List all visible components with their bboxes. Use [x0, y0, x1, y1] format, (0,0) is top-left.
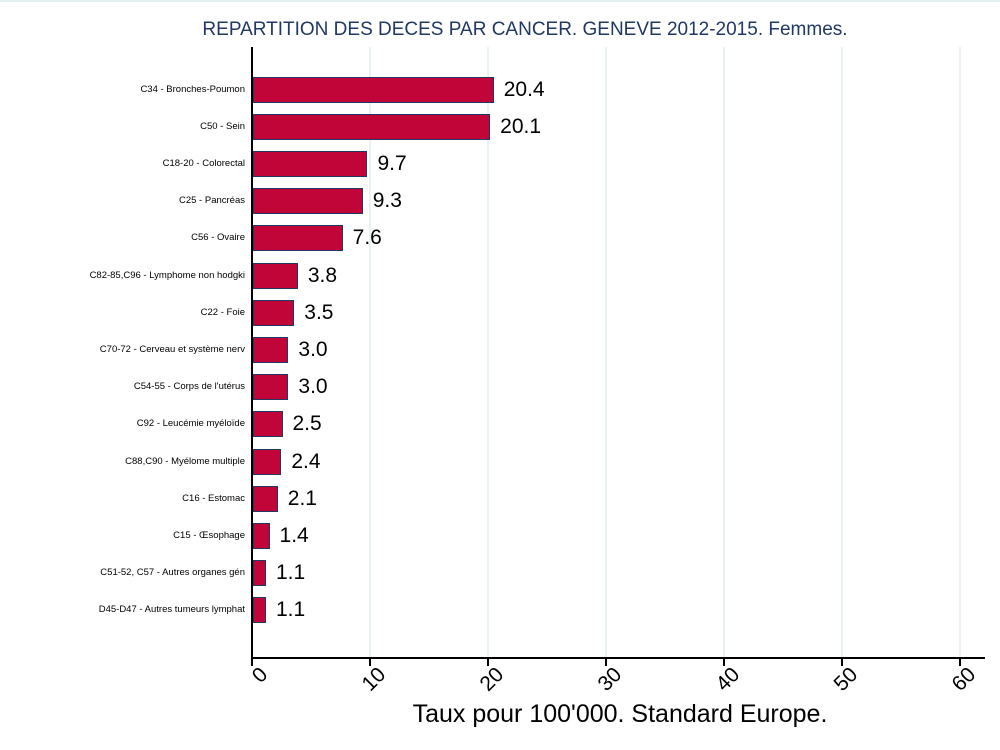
category-label: C70-72 - Cerveau et système nerv	[99, 343, 245, 355]
value-label: 9.7	[377, 151, 407, 175]
bar	[253, 336, 289, 363]
x-axis-tick	[959, 658, 961, 666]
y-axis-line	[251, 47, 253, 657]
gridline	[723, 47, 725, 657]
gridline	[369, 47, 371, 657]
value-label: 3.0	[298, 375, 328, 399]
gridline	[605, 47, 607, 657]
value-label: 20.4	[503, 77, 545, 101]
category-label: C15 - Œsophage	[173, 529, 245, 541]
category-label: C34 - Bronches-Poumon	[140, 83, 245, 95]
category-label: C25 - Pancréas	[178, 195, 245, 207]
category-label: C88,C90 - Myélome multiple	[125, 455, 245, 467]
value-label: 2.4	[291, 449, 321, 473]
category-label: C18-20 - Colorectal	[162, 157, 245, 169]
value-label: 2.5	[292, 412, 322, 436]
value-label: 3.8	[307, 263, 338, 287]
gridline	[959, 47, 961, 657]
x-axis-tick	[251, 658, 253, 666]
category-label: C92 - Leucémie myéloïde	[136, 418, 245, 430]
bar	[253, 225, 343, 252]
value-label: 1.4	[279, 523, 309, 547]
x-axis-tick	[369, 658, 371, 666]
bar	[253, 113, 491, 140]
category-label: C54-55 - Corps de l'utérus	[133, 381, 245, 393]
x-axis-title: Taux pour 100'000. Standard Europe.	[412, 700, 828, 728]
category-label: C56 - Ovaire	[191, 232, 245, 244]
bar	[253, 150, 368, 177]
value-label: 20.1	[500, 114, 542, 138]
x-axis-tick	[841, 658, 843, 666]
bar	[253, 76, 494, 103]
bar	[253, 485, 278, 512]
value-label: 9.3	[372, 189, 402, 213]
bar	[253, 448, 282, 475]
value-label: 1.1	[275, 561, 306, 585]
bar	[253, 411, 283, 438]
bar	[253, 522, 270, 549]
bar	[253, 188, 363, 215]
category-label: C50 - Sein	[200, 120, 245, 132]
gridline	[841, 47, 843, 657]
x-axis-line	[251, 657, 985, 659]
category-label: C22 - Foie	[200, 306, 245, 318]
value-label: 3.5	[304, 300, 334, 324]
gridline	[487, 47, 489, 657]
bar	[253, 299, 295, 326]
value-label: 2.1	[287, 486, 317, 510]
bar	[253, 597, 266, 624]
category-label: C82-85,C96 - Lymphome non hodgki	[89, 269, 245, 281]
x-axis-tick	[487, 658, 489, 666]
value-label: 3.0	[298, 337, 328, 361]
bar	[253, 560, 266, 587]
bar	[253, 262, 298, 289]
value-label: 7.6	[352, 226, 382, 250]
bar	[253, 374, 289, 401]
category-label: C16 - Estomac	[182, 492, 245, 504]
category-label: C51-52, C57 - Autres organes gén	[100, 567, 245, 579]
x-axis-tick	[723, 658, 725, 666]
category-label: D45-D47 - Autres tumeurs lymphat	[98, 604, 245, 616]
chart-title: REPARTITION DES DECES PAR CANCER. GENEVE…	[202, 19, 848, 40]
x-axis-tick	[605, 658, 607, 666]
value-label: 1.1	[275, 598, 306, 622]
